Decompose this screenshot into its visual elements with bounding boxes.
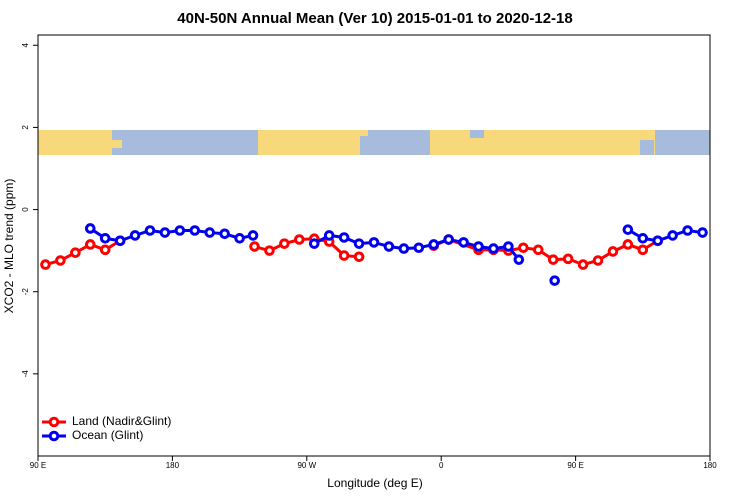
plot-frame bbox=[37, 34, 711, 457]
data-point bbox=[592, 255, 604, 266]
data-point bbox=[294, 234, 305, 245]
data-point bbox=[488, 243, 499, 254]
chart-title: 40N-50N Annual Mean (Ver 10) 2015-01-01 … bbox=[177, 10, 572, 27]
world-map-strip bbox=[38, 130, 710, 155]
data-point bbox=[473, 241, 484, 252]
y-tick-label: 2 bbox=[21, 125, 30, 130]
data-point bbox=[443, 234, 454, 245]
data-point bbox=[549, 275, 560, 286]
data-point bbox=[114, 235, 126, 247]
data-point bbox=[84, 223, 96, 234]
data-point bbox=[308, 238, 320, 249]
data-point bbox=[383, 241, 395, 252]
data-point bbox=[413, 242, 425, 254]
x-axis-label: Longitude (deg E) bbox=[327, 476, 422, 490]
data-point bbox=[189, 225, 201, 236]
data-point bbox=[129, 230, 141, 241]
data-point bbox=[353, 251, 365, 263]
data-point bbox=[99, 244, 111, 256]
data-point bbox=[219, 228, 230, 240]
data-point bbox=[338, 232, 350, 243]
data-point bbox=[279, 238, 290, 249]
x-tick-label: 0 bbox=[439, 461, 444, 470]
data-point bbox=[159, 227, 171, 238]
data-point bbox=[40, 259, 51, 270]
y-tick-label: 4 bbox=[21, 42, 30, 47]
data-point bbox=[532, 244, 544, 256]
data-point bbox=[338, 250, 350, 261]
data-point bbox=[547, 254, 559, 265]
x-tick-label: 90 E bbox=[30, 461, 46, 470]
data-point bbox=[637, 244, 649, 256]
data-point bbox=[247, 230, 259, 241]
data-point bbox=[637, 233, 649, 244]
data-point bbox=[398, 243, 410, 254]
y-axis-label: XCO2 - MLO trend (ppm) bbox=[2, 179, 16, 314]
data-point bbox=[368, 237, 380, 248]
data-point bbox=[562, 253, 574, 265]
x-tick-label: 90 W bbox=[297, 461, 316, 470]
legend-marker bbox=[48, 430, 60, 442]
data-point bbox=[323, 230, 335, 241]
data-point bbox=[622, 224, 634, 235]
legend-marker bbox=[48, 416, 60, 428]
data-point bbox=[518, 242, 529, 254]
data-point bbox=[55, 255, 66, 266]
data-point bbox=[667, 230, 678, 241]
x-tick-label: 180 bbox=[703, 461, 717, 470]
data-point bbox=[70, 247, 81, 258]
data-point bbox=[174, 225, 186, 236]
data-point bbox=[607, 246, 619, 257]
data-point bbox=[204, 227, 216, 238]
data-point bbox=[652, 235, 664, 247]
data-point bbox=[99, 233, 111, 244]
legend-label: Ocean (Glint) bbox=[72, 428, 143, 442]
data-point bbox=[622, 239, 634, 250]
data-point bbox=[249, 241, 260, 252]
data-point bbox=[458, 237, 469, 248]
data-point bbox=[353, 238, 365, 249]
y-tick-label: -4 bbox=[21, 370, 30, 378]
x-tick-label: 180 bbox=[166, 461, 180, 470]
data-point bbox=[513, 254, 525, 265]
data-point bbox=[144, 225, 156, 236]
data-point bbox=[503, 241, 514, 252]
legend-label: Land (Nadir&Glint) bbox=[72, 414, 171, 428]
data-point bbox=[234, 233, 245, 244]
y-tick-label: 0 bbox=[21, 207, 30, 212]
data-point bbox=[84, 239, 96, 250]
data-point bbox=[697, 227, 708, 238]
data-point bbox=[428, 239, 440, 250]
y-tick-label: -2 bbox=[21, 288, 30, 296]
x-tick-label: 90 E bbox=[567, 461, 583, 470]
data-point bbox=[682, 225, 693, 236]
data-point bbox=[264, 245, 275, 256]
data-point bbox=[577, 259, 589, 270]
